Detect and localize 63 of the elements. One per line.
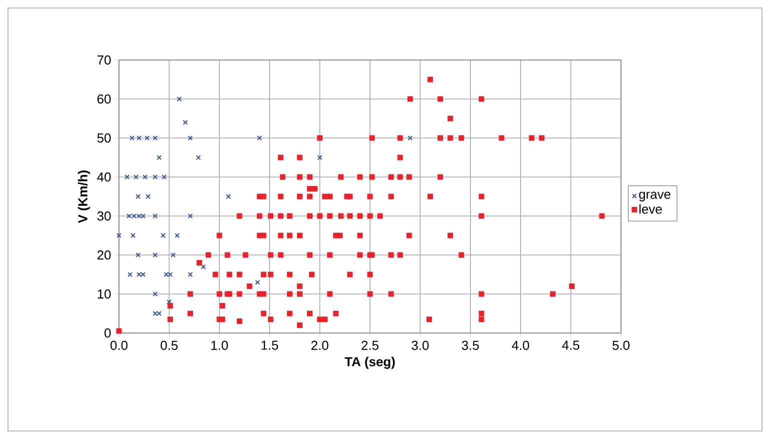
x-tick-label: 3.5	[462, 340, 479, 350]
point	[160, 232, 166, 238]
point	[255, 280, 260, 285]
point	[168, 272, 173, 278]
point	[152, 252, 158, 258]
x-tick-label: 5.0	[612, 340, 630, 350]
point	[188, 213, 193, 219]
x-tick-label: 4.0	[512, 340, 530, 350]
point	[166, 299, 172, 304]
point	[176, 96, 182, 102]
point	[152, 291, 158, 297]
x-axis-title: TA (seg)	[344, 356, 395, 369]
point	[136, 252, 141, 258]
y-tick-label: 10	[98, 289, 111, 299]
point	[134, 174, 139, 180]
y-tick-label: 50	[97, 133, 111, 143]
y-tick-label: 70	[97, 55, 111, 65]
point	[188, 272, 193, 278]
point	[152, 174, 158, 180]
x-tick-label: 1.5	[262, 340, 278, 350]
point	[156, 310, 162, 316]
point	[136, 194, 141, 200]
point	[116, 232, 122, 238]
y-tick-label: 30	[97, 211, 111, 221]
legend-label: leve	[639, 204, 662, 214]
point	[174, 232, 180, 238]
point	[152, 135, 158, 141]
x-tick-label: 0.0	[110, 340, 128, 350]
point	[170, 252, 176, 258]
y-axis-title: V (Km/h)	[78, 170, 90, 224]
point	[196, 154, 201, 160]
point	[317, 154, 322, 160]
y-tick-label: 20	[97, 250, 111, 260]
x-tick-label: 2.5	[362, 340, 378, 350]
y-tick-label: 60	[97, 94, 111, 104]
point	[144, 135, 150, 141]
point	[140, 272, 146, 278]
point	[200, 264, 206, 270]
point	[257, 135, 262, 141]
point	[162, 174, 167, 180]
point	[408, 135, 413, 141]
x-tick-label: 3.0	[412, 340, 429, 350]
x-tick-label: 2.0	[311, 340, 328, 350]
point	[152, 310, 158, 316]
point	[140, 213, 146, 219]
point	[146, 194, 151, 200]
point	[136, 272, 142, 278]
point	[142, 174, 148, 180]
point	[164, 272, 169, 278]
point	[152, 213, 158, 219]
x-tick-label: 1.0	[211, 340, 228, 350]
point	[226, 194, 231, 200]
point	[128, 272, 133, 278]
y-tick-label: 40	[97, 172, 111, 182]
point	[182, 120, 188, 125]
point	[156, 154, 162, 160]
point	[188, 135, 193, 141]
x-tick-label: 4.5	[562, 340, 580, 350]
point	[130, 232, 136, 238]
legend-label: grave	[639, 192, 670, 202]
y-tick-label: 0	[104, 328, 111, 338]
x-tick-label: 0.5	[160, 340, 178, 350]
point	[124, 174, 130, 180]
